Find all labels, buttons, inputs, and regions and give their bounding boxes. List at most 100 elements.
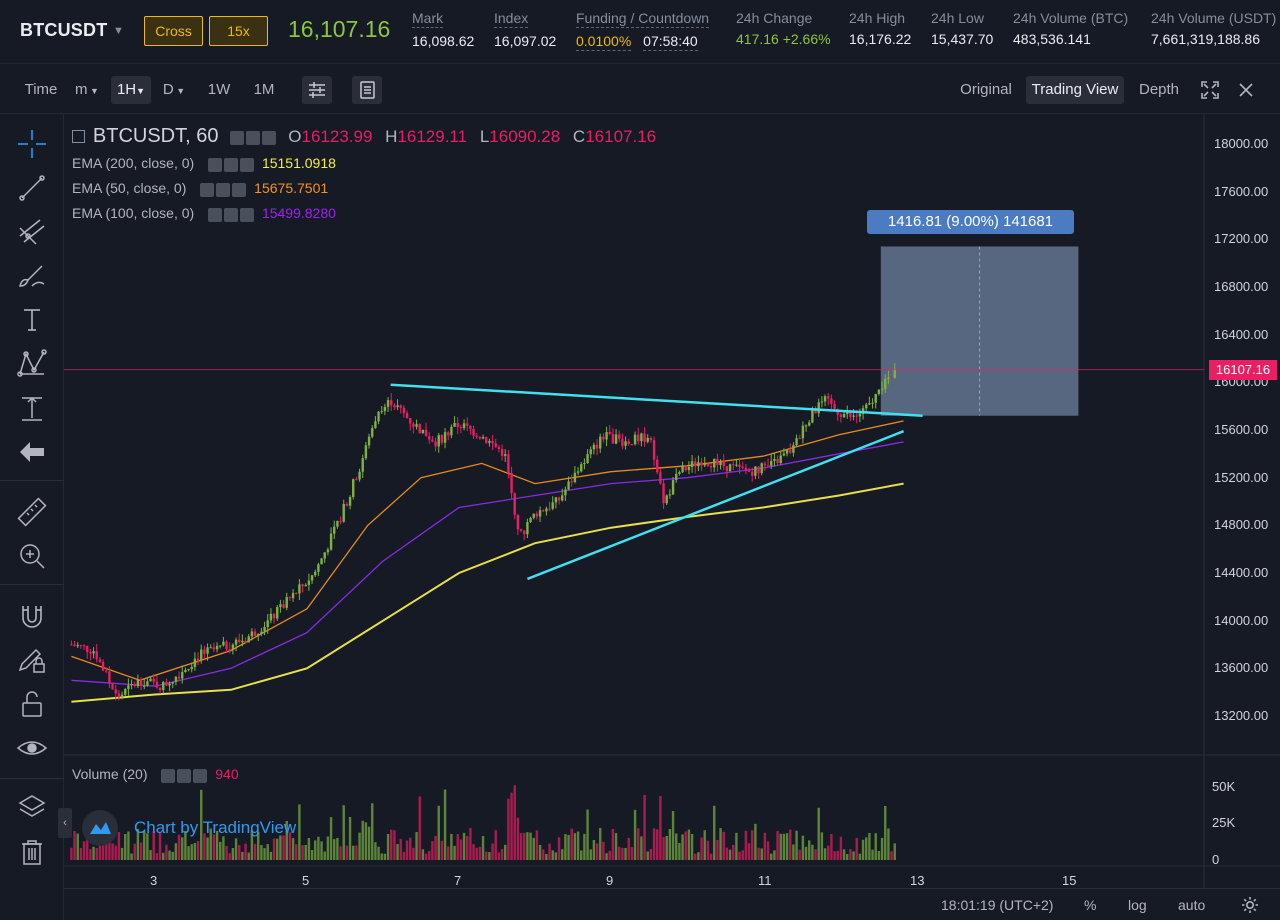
- pitchfork-icon[interactable]: [14, 214, 50, 250]
- time-tick-label: 9: [606, 873, 614, 888]
- trend-line-icon[interactable]: [14, 170, 50, 206]
- interval-minutes-button[interactable]: m ▼: [70, 76, 104, 104]
- eye-icon[interactable]: [14, 730, 50, 766]
- indicator-name: EMA (200, close, 0): [72, 155, 195, 171]
- view-depth-tab[interactable]: Depth: [1138, 81, 1180, 98]
- log-toggle[interactable]: log: [1128, 897, 1147, 913]
- candle-body: [703, 463, 706, 466]
- back-arrow-icon[interactable]: [14, 434, 50, 470]
- stat-label: 24h Volume (USDT): [1151, 10, 1277, 26]
- volume-tick-label: 25K: [1212, 815, 1236, 831]
- legend-controls[interactable]: [230, 128, 278, 145]
- candle-body: [814, 408, 817, 414]
- measure-icon[interactable]: [14, 390, 50, 426]
- candle-body: [282, 604, 285, 608]
- candle-body: [785, 449, 789, 454]
- magnet-icon[interactable]: [14, 598, 50, 634]
- volume-bar: [592, 840, 596, 860]
- candle-body: [760, 463, 763, 474]
- candle-body: [716, 458, 719, 466]
- candle-body: [830, 398, 833, 405]
- price-tick-label: 14000.00: [1214, 612, 1269, 628]
- zoom-in-icon[interactable]: [14, 538, 50, 574]
- volume-bar: [808, 840, 811, 860]
- stat-value: 16,176.22: [849, 31, 912, 47]
- auto-toggle[interactable]: auto: [1178, 897, 1206, 913]
- indicator-controls[interactable]: [208, 156, 256, 173]
- candle-body: [646, 437, 649, 442]
- volume-bar: [798, 849, 801, 860]
- candle-body: [314, 571, 317, 576]
- interval-1w-button[interactable]: 1W: [207, 81, 231, 98]
- watermark-text[interactable]: Chart by TradingView: [134, 818, 297, 837]
- volume-bar: [253, 843, 257, 860]
- interval-day-button[interactable]: D ▼: [158, 76, 190, 104]
- volume-bar: [168, 850, 171, 860]
- chart-properties-button[interactable]: [352, 76, 382, 104]
- candle-body: [241, 640, 244, 643]
- percent-toggle[interactable]: %: [1084, 897, 1097, 913]
- volume-bar: [456, 834, 459, 860]
- interval-1m-button[interactable]: 1M: [253, 81, 275, 98]
- indicator-controls[interactable]: [208, 206, 256, 223]
- candle-body: [152, 678, 155, 682]
- ruler-icon[interactable]: [14, 494, 50, 530]
- chart-area[interactable]: BTCUSDT, 60 O16123.99 H16129.11 L16090.2…: [58, 114, 1280, 920]
- text-icon[interactable]: [14, 302, 50, 338]
- open-label: O: [288, 126, 302, 146]
- candle-body: [570, 481, 573, 483]
- candle-body: [323, 552, 326, 559]
- volume-bar: [86, 828, 89, 860]
- pattern-icon[interactable]: [14, 346, 50, 382]
- brush-icon[interactable]: [14, 258, 50, 294]
- volume-bar: [865, 837, 868, 860]
- layers-icon[interactable]: [14, 790, 50, 826]
- symbol-caret-icon[interactable]: ▼: [113, 25, 124, 37]
- collapse-icon[interactable]: [72, 130, 85, 143]
- candle-body: [709, 465, 713, 468]
- crosshair-icon[interactable]: [14, 126, 50, 162]
- volume-bar: [618, 846, 621, 860]
- trash-icon[interactable]: [14, 834, 50, 870]
- symbol-title[interactable]: BTCUSDT: [20, 20, 108, 40]
- clock[interactable]: 18:01:19 (UTC+2): [941, 897, 1053, 913]
- interval-1h-button[interactable]: 1H▼: [111, 76, 151, 104]
- fullscreen-icon[interactable]: [1200, 80, 1220, 105]
- candle-body: [827, 396, 830, 399]
- stat-value: 0.0100% 07:58:40: [576, 33, 709, 51]
- leverage-button[interactable]: 15x: [209, 16, 268, 46]
- volume-controls[interactable]: [161, 767, 209, 784]
- volume-bar: [567, 834, 570, 860]
- candle-body: [238, 639, 241, 643]
- volume-bar: [206, 837, 209, 860]
- view-trading-view-tab[interactable]: Trading View: [1026, 76, 1124, 104]
- unlock-icon[interactable]: [14, 686, 50, 722]
- view-original-tab[interactable]: Original: [960, 81, 1012, 98]
- candles-layer: [70, 363, 896, 701]
- volume-bar: [700, 837, 703, 860]
- close-icon[interactable]: [1236, 80, 1256, 105]
- volume-bar: [795, 830, 798, 860]
- pencil-lock-icon[interactable]: [14, 642, 50, 678]
- volume-bar: [485, 851, 488, 860]
- candle-body: [222, 641, 225, 646]
- collapse-sidebar-icon[interactable]: ‹: [58, 808, 72, 838]
- candle-body: [773, 458, 776, 462]
- candle-body: [143, 685, 146, 687]
- indicator-settings-button[interactable]: [302, 76, 332, 104]
- candle-body: [447, 432, 450, 436]
- price-chart[interactable]: [64, 114, 1280, 920]
- candle-body: [567, 481, 570, 490]
- volume-bar: [196, 841, 200, 860]
- candle-body: [706, 463, 710, 466]
- volume-bar: [500, 849, 504, 860]
- volume-legend: Volume (20) 940: [72, 766, 239, 784]
- settings-gear-icon[interactable]: [1240, 895, 1260, 920]
- margin-mode-button[interactable]: Cross: [144, 16, 203, 46]
- candle-body: [538, 510, 542, 517]
- indicator-controls[interactable]: [200, 181, 248, 198]
- time-button[interactable]: Time: [24, 81, 58, 98]
- candle-body: [852, 415, 855, 417]
- volume-bar: [450, 833, 453, 860]
- main-legend: BTCUSDT, 60 O16123.99 H16129.11 L16090.2…: [72, 125, 656, 148]
